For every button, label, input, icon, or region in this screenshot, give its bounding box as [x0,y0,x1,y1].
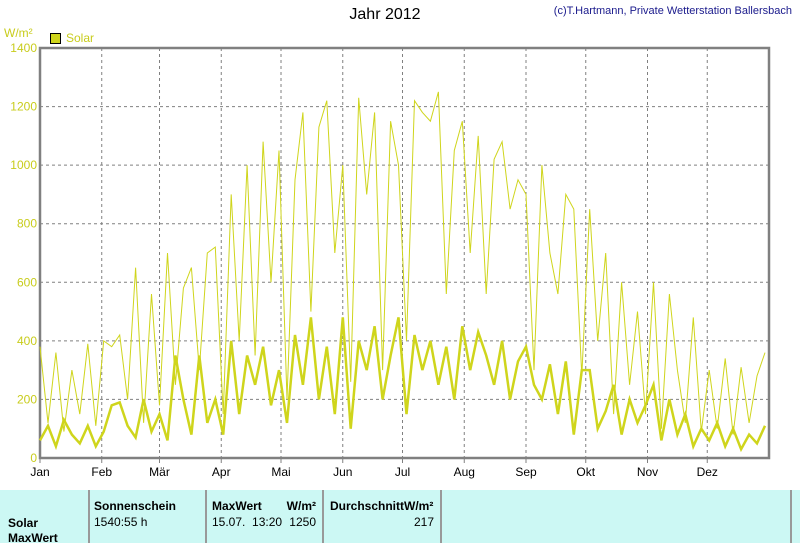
sunshine-header: Sonnenschein [94,499,177,513]
avg-value: 217 [413,515,434,529]
max-value: 1250 [289,515,316,529]
x-tick-label: Mai [271,465,290,479]
x-tick-label: Dez [697,465,718,479]
y-axis-unit: W/m² [4,26,33,40]
y-tick-label: 0 [30,451,37,465]
max-header: MaxWert [212,499,262,513]
y-tick-label: 200 [17,392,37,406]
legend-label: Solar [66,31,95,45]
x-tick-label: Aug [454,465,475,479]
y-tick-label: 1000 [10,158,37,172]
x-tick-label: Apr [212,465,231,479]
copyright-label: (c)T.Hartmann, Private Wetterstation Bal… [553,5,792,17]
sunshine-column: Sonnenschein 1540:55 h [88,490,207,543]
y-tick-label: 400 [17,334,37,348]
y-tick-label: 600 [17,275,37,289]
x-tick-label: Jan [30,465,49,479]
y-tick-label: 1400 [10,41,37,55]
max-unit: W/m² [286,499,316,513]
row-label-maxwert: MaxWert [8,531,58,545]
sunshine-value: 1540:55 h [94,515,148,529]
chart-title: Jahr 2012 [349,6,421,23]
avg-header: DurchschnittW/m² [330,499,434,513]
legend-swatch [50,32,61,44]
avg-column: DurchschnittW/m² 217 [322,490,442,543]
max-column: MaxWert W/m² 15.07. 13:20 1250 [205,490,324,543]
series-max-line [39,91,766,435]
plot-frame [38,46,771,460]
x-tick-label: Nov [637,465,658,479]
y-tick-label: 800 [17,217,37,231]
empty-column [440,490,792,543]
x-tick-label: Okt [576,465,595,479]
series-avg-line [38,317,767,453]
chart-area: 0 200 400 600 800 1000 1200 1400 Jan Feb Mär Apr Mai… [10,41,771,479]
stats-table: Solar MaxWert Sonnenschein 1540:55 h Max… [0,490,800,545]
x-tick-label: Jun [333,465,352,479]
x-tick-label: Sep [515,465,537,479]
x-tick-label: Jul [395,465,410,479]
x-tick-label: Mär [149,465,170,479]
max-date: 15.07. 13:20 [212,515,283,529]
x-tick-label: Feb [91,465,112,479]
legend: Solar [50,31,94,45]
row-label-column: Solar MaxWert [0,490,90,545]
y-tick-label: 1200 [10,100,37,114]
row-label-solar: Solar [8,516,39,530]
